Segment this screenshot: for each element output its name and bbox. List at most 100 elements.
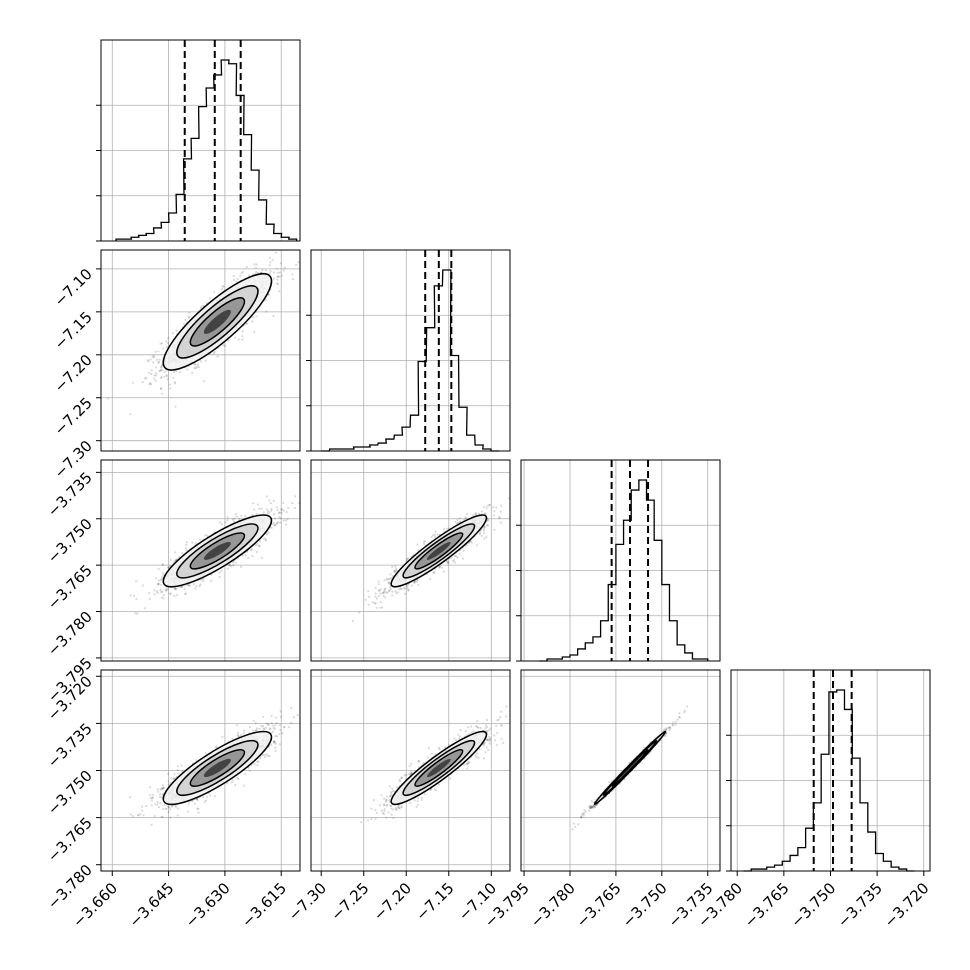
scatter-point (388, 578, 391, 581)
scatter-point (169, 592, 172, 595)
scatter-point (162, 597, 165, 600)
scatter-point (383, 590, 386, 593)
scatter-point (184, 592, 187, 595)
scatter-point (389, 577, 392, 580)
scatter-point (159, 588, 162, 592)
scatter-point (416, 543, 419, 546)
scatter-point (212, 352, 215, 355)
scatter-point (268, 264, 271, 267)
scatter-point (173, 587, 176, 591)
scatter-point (393, 571, 396, 574)
scatter-point (398, 588, 401, 591)
scatter-point (195, 585, 198, 588)
scatter-point (377, 580, 380, 583)
scatter-point (143, 607, 146, 610)
scatter-point (245, 323, 248, 326)
scatter-point (199, 583, 202, 586)
scatter-point (136, 612, 139, 615)
scatter-point (499, 521, 502, 524)
scatter-point (196, 799, 199, 802)
scatter-point (377, 595, 380, 598)
scatter-point (235, 515, 238, 518)
scatter-point (232, 520, 236, 523)
scatter-panel-0-2 (100, 459, 301, 662)
scatter-point (258, 545, 261, 548)
scatter-point (158, 361, 161, 364)
scatter-point (274, 251, 277, 254)
scatter-point (395, 569, 398, 572)
scatter-point (237, 338, 240, 341)
scatter-point (218, 575, 221, 579)
scatter-point (169, 387, 172, 390)
scatter-point (247, 274, 250, 277)
scatter-point (451, 560, 455, 563)
scatter-point (159, 368, 162, 371)
scatter-point (228, 564, 231, 567)
scatter-point (188, 584, 191, 587)
scatter-point (160, 364, 163, 367)
scatter-point (265, 508, 268, 511)
scatter-point (252, 502, 255, 505)
histogram-steps (115, 59, 298, 241)
scatter-point (406, 587, 409, 590)
scatter-point (175, 329, 178, 332)
scatter-point (220, 569, 223, 572)
panel-frame (520, 459, 721, 662)
scatter-point (161, 368, 164, 372)
scatter-point (234, 561, 238, 564)
scatter-point (278, 732, 281, 736)
scatter-point (374, 592, 377, 595)
scatter-point (389, 588, 392, 591)
scatter-point (510, 497, 512, 499)
scatter-point (148, 383, 151, 386)
scatter-point (293, 495, 297, 498)
scatter-point (379, 606, 382, 609)
scatter-point (375, 597, 378, 600)
scatter-point (385, 591, 388, 594)
scatter-point (430, 536, 433, 539)
scatter-point (371, 601, 375, 604)
scatter-point (282, 269, 285, 272)
scatter-point (488, 503, 491, 506)
scatter-point (188, 316, 191, 319)
scatter-point (174, 382, 177, 385)
scatter-point (196, 365, 199, 368)
scatter-point (272, 740, 275, 743)
scatter-point (241, 270, 244, 273)
scatter-point (474, 513, 478, 516)
scatter-point (415, 580, 418, 583)
scatter-point (464, 516, 467, 519)
scatter-point (176, 593, 179, 597)
scatter-point (183, 587, 186, 591)
scatter-point (188, 311, 191, 314)
scatter-point (378, 590, 381, 593)
scatter-point (213, 291, 216, 294)
scatter-point (180, 585, 183, 589)
scatter-point (185, 543, 188, 547)
scatter-point (175, 587, 178, 590)
scatter-point (173, 594, 176, 598)
scatter-point (255, 550, 258, 554)
scatter-point (403, 587, 406, 590)
scatter-point (247, 556, 250, 560)
scatter-point (477, 512, 480, 515)
scatter-point (204, 534, 207, 537)
scatter-point (255, 512, 258, 515)
scatter-point (266, 754, 270, 758)
scatter-point (167, 566, 170, 569)
scatter-point (485, 507, 488, 510)
scatter-point (232, 278, 235, 282)
scatter-point (453, 561, 456, 564)
scatter-point (493, 528, 496, 532)
scatter-point (199, 307, 202, 310)
scatter-point (269, 502, 272, 505)
scatter-point (148, 371, 151, 374)
scatter-point (395, 592, 398, 595)
scatter-point (264, 269, 268, 272)
scatter-point (279, 521, 282, 524)
scatter-point (277, 511, 281, 514)
scatter-point (156, 591, 159, 595)
scatter-point (399, 587, 402, 590)
scatter-point (464, 517, 467, 520)
scatter-point (135, 597, 138, 601)
